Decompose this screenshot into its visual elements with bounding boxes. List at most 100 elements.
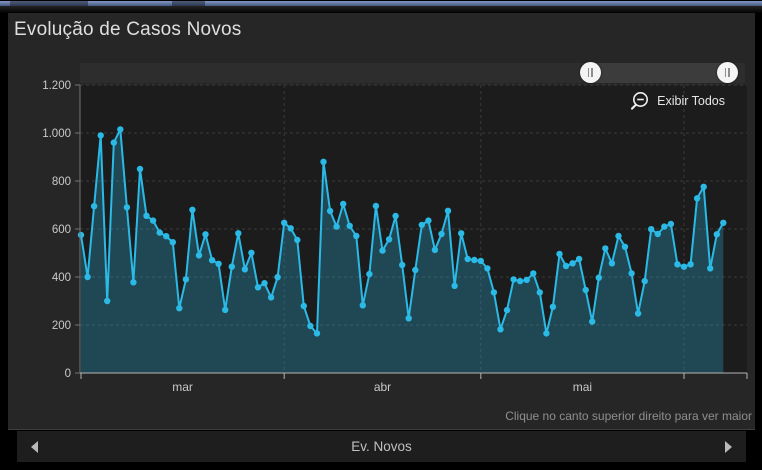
data-point[interactable] — [359, 302, 366, 309]
data-point[interactable] — [713, 231, 720, 238]
data-point[interactable] — [307, 322, 314, 330]
data-point[interactable] — [379, 247, 386, 254]
data-point[interactable] — [287, 225, 294, 232]
data-point[interactable] — [648, 226, 655, 233]
data-point[interactable] — [346, 222, 353, 230]
data-point[interactable] — [621, 243, 629, 250]
pager-previous-arrow-icon[interactable] — [31, 441, 38, 453]
data-point[interactable] — [274, 274, 281, 281]
data-point[interactable] — [222, 306, 229, 314]
data-point[interactable] — [490, 289, 498, 296]
data-point[interactable] — [661, 223, 668, 230]
data-point[interactable] — [530, 270, 537, 277]
data-point[interactable] — [680, 263, 688, 270]
data-point[interactable] — [484, 265, 491, 272]
data-point[interactable] — [333, 223, 340, 230]
data-point[interactable] — [444, 207, 452, 214]
data-point[interactable] — [156, 229, 163, 236]
data-point[interactable] — [313, 330, 321, 337]
data-point[interactable] — [431, 246, 439, 254]
data-point[interactable] — [104, 297, 111, 305]
data-point[interactable] — [516, 277, 524, 285]
data-point[interactable] — [208, 257, 216, 264]
data-point[interactable] — [700, 183, 707, 190]
data-point[interactable] — [543, 330, 550, 337]
data-point[interactable] — [720, 219, 727, 226]
data-point[interactable] — [202, 231, 209, 238]
data-point[interactable] — [130, 279, 137, 286]
data-point[interactable] — [458, 230, 465, 237]
data-point[interactable] — [405, 315, 412, 322]
data-point[interactable] — [667, 220, 675, 228]
data-point[interactable] — [241, 266, 249, 273]
data-point[interactable] — [510, 276, 517, 283]
data-point[interactable] — [143, 212, 150, 219]
data-point[interactable] — [595, 274, 602, 281]
data-point[interactable] — [503, 306, 511, 314]
data-point[interactable] — [261, 280, 268, 287]
data-point[interactable] — [497, 326, 504, 333]
data-point[interactable] — [471, 256, 478, 264]
data-point[interactable] — [707, 265, 714, 272]
data-point[interactable] — [451, 282, 458, 290]
data-point[interactable] — [235, 230, 242, 237]
data-point[interactable] — [248, 249, 255, 256]
data-point[interactable] — [602, 245, 609, 252]
data-point[interactable] — [326, 207, 334, 215]
data-point[interactable] — [615, 232, 622, 240]
data-point[interactable] — [464, 255, 471, 263]
data-point[interactable] — [641, 277, 648, 285]
data-point[interactable] — [438, 230, 445, 238]
data-point[interactable] — [228, 263, 235, 270]
data-point[interactable] — [123, 204, 131, 211]
data-point[interactable] — [569, 260, 576, 267]
pager-next-arrow-icon[interactable] — [725, 441, 732, 453]
data-point[interactable] — [215, 260, 222, 267]
data-point[interactable] — [353, 232, 360, 240]
data-point[interactable] — [575, 255, 583, 263]
data-point[interactable] — [281, 219, 288, 226]
data-point[interactable] — [385, 236, 393, 243]
range-slider-left-handle-icon[interactable] — [579, 62, 601, 83]
data-point[interactable] — [634, 310, 642, 317]
range-slider-right-handle-icon[interactable] — [716, 62, 738, 83]
data-point[interactable] — [654, 230, 661, 238]
data-point[interactable] — [366, 270, 373, 278]
data-point[interactable] — [418, 221, 425, 229]
data-point[interactable] — [628, 270, 635, 277]
data-point[interactable] — [477, 257, 484, 265]
data-point[interactable] — [674, 261, 681, 268]
data-point[interactable] — [110, 139, 118, 146]
data-point[interactable] — [189, 206, 196, 213]
data-point[interactable] — [77, 231, 85, 239]
chart-pager-bar[interactable]: Ev. Novos — [17, 431, 746, 462]
data-point[interactable] — [149, 217, 157, 224]
data-point[interactable] — [169, 239, 176, 246]
range-slider-selection[interactable] — [590, 63, 728, 83]
data-point[interactable] — [523, 276, 530, 284]
data-point[interactable] — [549, 303, 557, 310]
data-point[interactable] — [425, 217, 432, 224]
data-point[interactable] — [608, 260, 616, 267]
data-point[interactable] — [97, 132, 104, 139]
data-point[interactable] — [294, 236, 301, 244]
data-point[interactable] — [254, 284, 262, 291]
data-point[interactable] — [340, 200, 347, 208]
exibir-todos-button[interactable]: Exibir Todos — [629, 91, 725, 111]
data-point[interactable] — [267, 294, 275, 301]
data-point[interactable] — [320, 158, 327, 165]
data-point[interactable] — [182, 276, 190, 283]
data-point[interactable] — [412, 266, 419, 274]
data-point[interactable] — [195, 252, 203, 259]
data-point[interactable] — [582, 286, 589, 294]
data-point[interactable] — [90, 203, 98, 210]
data-point[interactable] — [399, 261, 406, 269]
data-point[interactable] — [562, 262, 570, 270]
data-point[interactable] — [300, 302, 307, 310]
data-point[interactable] — [687, 261, 694, 268]
data-point[interactable] — [536, 289, 543, 296]
data-point[interactable] — [392, 212, 399, 220]
data-point[interactable] — [693, 195, 701, 202]
data-point[interactable] — [372, 202, 380, 210]
